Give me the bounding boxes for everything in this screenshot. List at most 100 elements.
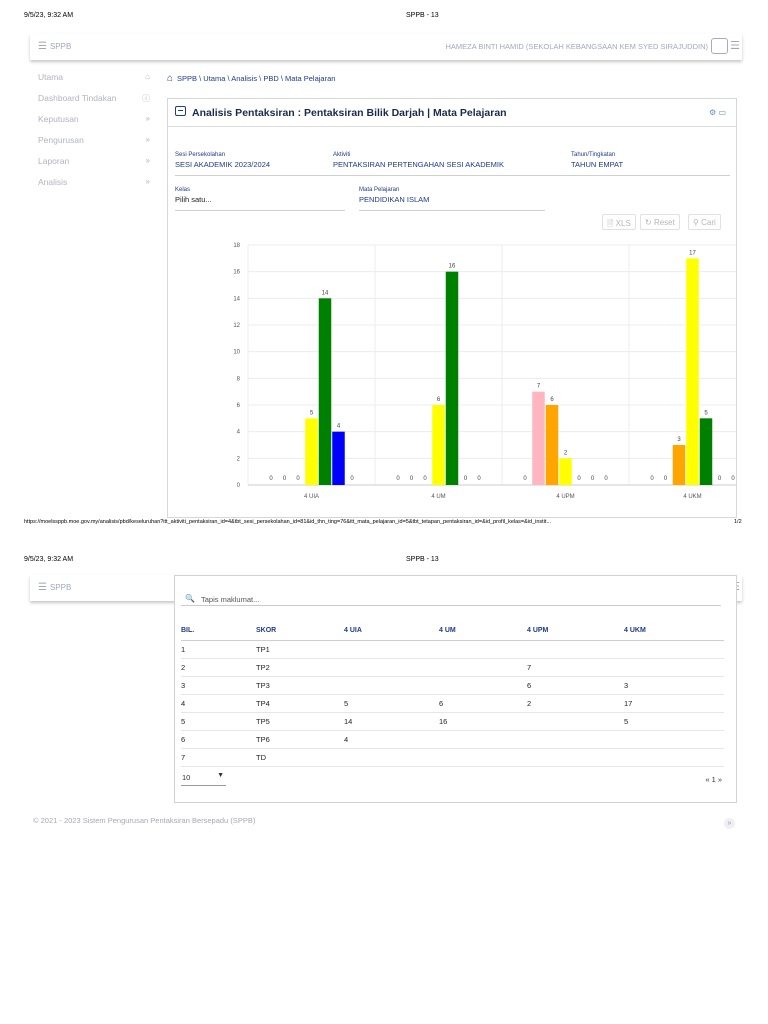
aktiviti-field[interactable]: Aktiviti PENTAKSIRAN PERTENGAHAN SESI AK… [333, 152, 504, 169]
data-label: 16 [449, 264, 456, 270]
table-cell [344, 748, 439, 767]
home-icon[interactable]: ⌂ [167, 73, 174, 84]
mapel-label: Mata Pelajaran [359, 187, 400, 193]
bar [699, 418, 713, 485]
bar [559, 458, 572, 485]
bar [305, 418, 318, 485]
table-cell: TP1 [256, 640, 344, 659]
table-row: 6 TP6 4 [181, 730, 724, 749]
sesi-field[interactable]: Sesi Persekolahan SESI AKADEMIK 2023/202… [175, 152, 270, 169]
col-4uia[interactable]: 4 UIA [344, 622, 439, 641]
cari-button[interactable]: ⚲ Cari [688, 214, 721, 230]
sidebar-item-analisis[interactable]: Analisis » [38, 177, 150, 187]
table-cell: 17 [624, 694, 724, 713]
data-label: 0 [283, 476, 287, 482]
data-label: 0 [396, 476, 400, 482]
mapel-value[interactable]: PENDIDIKAN ISLAM [359, 195, 430, 204]
chevron-icon: » [145, 156, 150, 165]
table-cell: 16 [439, 712, 527, 731]
breadcrumb-path[interactable]: SPPB \ Utama \ Analisis \ PBD \ Mata Pel… [177, 74, 336, 83]
kelas-field[interactable]: Kelas Pilih satu... [175, 187, 212, 204]
bar [445, 271, 459, 485]
table-cell: 5 [344, 694, 439, 713]
col-bil[interactable]: BIL. [181, 622, 256, 641]
aktiviti-value[interactable]: PENTAKSIRAN PERTENGAHAN SESI AKADEMIK [333, 160, 505, 169]
sidebar-item-dashboard[interactable]: Dashboard Tindakan ⓘ [38, 93, 150, 103]
page-size-value: 10 [182, 773, 191, 782]
sidebar-item-label: Pengurusan [38, 135, 84, 145]
user-name[interactable]: HAMEZA BINTI HAMID (SEKOLAH KEBANGSAAN K… [445, 42, 708, 51]
sesi-label: Sesi Persekolahan [175, 152, 226, 158]
kelas-value[interactable]: Pilih satu... [175, 195, 212, 204]
chevron-icon: » [145, 114, 150, 123]
table-row: 7 TD [181, 748, 724, 767]
table-cell [527, 730, 624, 749]
xls-button[interactable]: 🗎 XLS [602, 214, 636, 230]
reset-label: Reset [653, 218, 675, 227]
table-cell [527, 640, 624, 659]
tahun-field[interactable]: Tahun/Tingkatan TAHUN EMPAT [571, 152, 623, 169]
card-tools[interactable]: ⚙ ▭ [709, 108, 726, 117]
print-url: https://moelssppb.moe.gov.my/analisis/pb… [24, 519, 552, 525]
mapel-field[interactable]: Mata Pelajaran PENDIDIKAN ISLAM [359, 187, 429, 204]
sidebar-item-label: Analisis [38, 177, 68, 187]
col-skor[interactable]: SKOR [256, 622, 344, 641]
menu-icon[interactable]: ☰ [730, 40, 740, 52]
tahun-value[interactable]: TAHUN EMPAT [571, 160, 624, 169]
x-tick-label: 4 UKM [683, 494, 701, 500]
scroll-top-icon[interactable]: » [724, 818, 735, 829]
page-size-select[interactable]: 10 ▼ [181, 772, 226, 786]
sidebar-item-laporan[interactable]: Laporan » [38, 156, 150, 166]
table-row: 5 TP5 14 16 5 [181, 712, 724, 731]
chevron-icon: » [145, 177, 150, 186]
table-cell [439, 676, 527, 695]
col-4um[interactable]: 4 UM [439, 622, 527, 641]
table-cell: 6 [527, 676, 624, 695]
bar [686, 258, 699, 485]
pagination[interactable]: « 1 » [705, 775, 722, 784]
data-label: 14 [322, 290, 329, 296]
divider [175, 210, 345, 211]
tahun-label: Tahun/Tingkatan [571, 152, 616, 158]
data-label: 6 [550, 397, 554, 403]
col-4ukm[interactable]: 4 UKM [624, 622, 724, 641]
sidebar-item-pengurusan[interactable]: Pengurusan » [38, 135, 150, 145]
y-tick-label: 16 [233, 270, 240, 276]
table-cell: 6 [439, 694, 527, 713]
print-datetime: 9/5/23, 9:32 AM [24, 12, 74, 19]
settings-icon[interactable]: ⚙ [709, 108, 717, 117]
sesi-value[interactable]: SESI AKADEMIK 2023/2024 [175, 160, 271, 169]
data-label: 0 [296, 476, 300, 482]
table-cell: 2 [181, 658, 256, 677]
table-cell: 7 [181, 748, 256, 767]
table-cell: 3 [624, 676, 724, 695]
brand[interactable]: ☰ SPPB [38, 41, 71, 52]
sidebar-item-keputusan[interactable]: Keputusan » [38, 114, 150, 124]
reset-icon: ↻ [645, 218, 652, 227]
search-placeholder[interactable]: Tapis maklumat... [201, 595, 260, 604]
hamburger-icon[interactable]: ☰ [38, 582, 47, 593]
divider [175, 175, 730, 176]
print-page: 1/2 [734, 519, 742, 525]
table-cell: 7 [527, 658, 624, 677]
y-tick-label: 12 [233, 323, 240, 329]
y-tick-label: 0 [237, 483, 241, 489]
table-search[interactable]: 🔍 Tapis maklumat... [181, 592, 721, 606]
reset-button[interactable]: ↻ Reset [640, 214, 680, 230]
hamburger-icon[interactable]: ☰ [38, 41, 47, 52]
x-tick-label: 4 UPM [556, 494, 574, 500]
user-menu-button[interactable] [711, 38, 728, 54]
table-cell: TD [256, 748, 344, 767]
file-icon: 🗎 [607, 219, 614, 228]
data-label: 0 [350, 476, 354, 482]
data-label: 0 [650, 476, 654, 482]
table-cell: TP5 [256, 712, 344, 731]
divider [359, 210, 545, 211]
table-cell [439, 658, 527, 677]
window-icon[interactable]: ▭ [718, 108, 726, 117]
brand[interactable]: ☰ SPPB [38, 582, 71, 593]
bar-chart: 0 2 4 6 8 10 12 14 16 18 0 0 0 5 14 4 0 4 UIA 0 0 0 6 16 0 0 4 UM… [233, 243, 736, 500]
sidebar-item-utama[interactable]: Utama ⌂ [38, 72, 150, 82]
col-4upm[interactable]: 4 UPM [527, 622, 624, 641]
y-tick-label: 10 [233, 350, 240, 356]
